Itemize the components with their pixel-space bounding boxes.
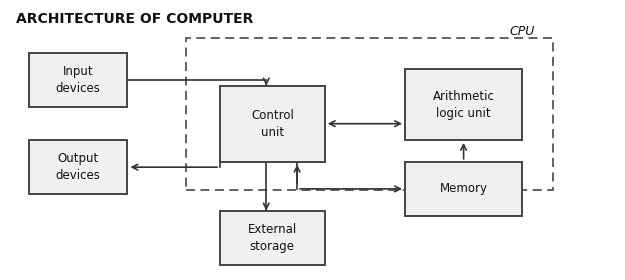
- Text: Output
devices: Output devices: [56, 152, 101, 182]
- Text: Control
unit: Control unit: [251, 109, 294, 139]
- Bar: [29, 140, 127, 194]
- Bar: [220, 86, 325, 162]
- Bar: [405, 69, 522, 140]
- Bar: [186, 38, 553, 190]
- Text: Memory: Memory: [439, 182, 488, 195]
- Text: CPU: CPU: [509, 25, 535, 38]
- Text: ARCHITECTURE OF COMPUTER: ARCHITECTURE OF COMPUTER: [16, 12, 254, 26]
- Bar: [29, 53, 127, 108]
- Text: External
storage: External storage: [248, 223, 297, 253]
- Bar: [405, 162, 522, 216]
- Bar: [220, 211, 325, 265]
- Text: Input
devices: Input devices: [56, 65, 101, 95]
- Text: Arithmetic
logic unit: Arithmetic logic unit: [432, 90, 494, 120]
